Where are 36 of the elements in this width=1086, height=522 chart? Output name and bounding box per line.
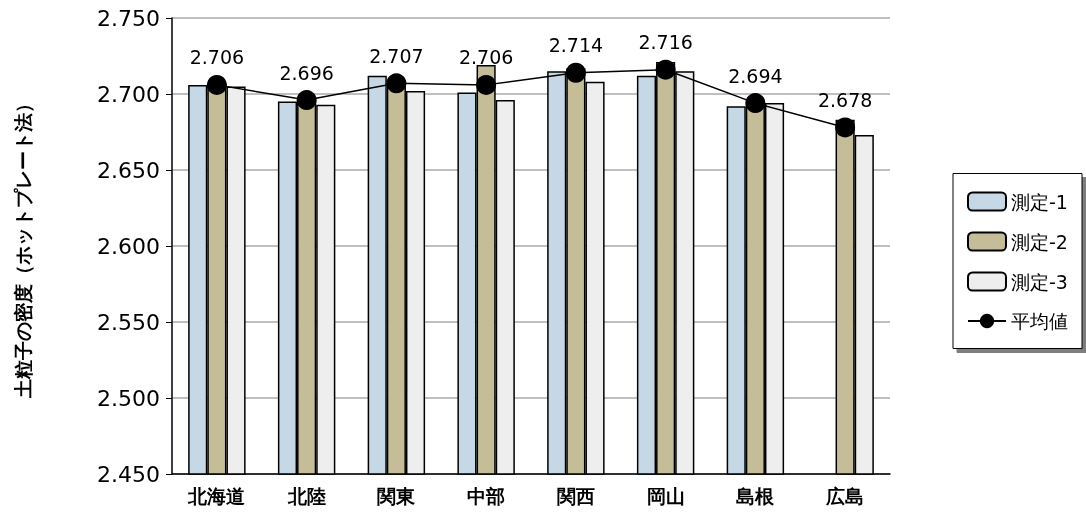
data-label: 2.707 bbox=[369, 44, 424, 67]
x-tick-label: 岡山 bbox=[646, 484, 685, 507]
y-tick-label: 2.600 bbox=[97, 233, 160, 259]
x-tick-label: 中部 bbox=[467, 484, 506, 507]
data-label: 2.714 bbox=[548, 34, 604, 57]
data-label: 2.696 bbox=[279, 61, 334, 84]
legend-label: 測定-3 bbox=[1011, 270, 1068, 293]
x-tick-label: 関西 bbox=[556, 484, 595, 507]
data-label: 2.706 bbox=[458, 46, 514, 69]
point bbox=[476, 74, 497, 95]
point bbox=[386, 73, 407, 94]
point bbox=[206, 74, 227, 95]
x-tick-label: 北海道 bbox=[187, 484, 246, 507]
y-tick-label: 2.550 bbox=[97, 309, 160, 335]
point bbox=[565, 62, 586, 83]
x-tick-label: 島根 bbox=[736, 484, 776, 507]
point bbox=[655, 59, 676, 80]
data-label: 2.706 bbox=[189, 46, 245, 69]
data-label: 2.678 bbox=[817, 88, 873, 111]
legend-label: 測定-2 bbox=[1011, 230, 1068, 253]
y-axis-title: 土粒子の密度（ホットプレート法） bbox=[11, 94, 34, 399]
point bbox=[296, 90, 317, 111]
data-label: 2.694 bbox=[728, 64, 783, 87]
x-tick-label: 北陸 bbox=[286, 484, 326, 507]
y-tick-label: 2.500 bbox=[97, 385, 160, 411]
x-tick-label: 広島 bbox=[825, 484, 865, 507]
y-tick-label: 2.700 bbox=[97, 81, 160, 107]
y-tick-label: 2.650 bbox=[97, 157, 160, 183]
y-tick-label: 2.450 bbox=[97, 461, 160, 487]
legend-label: 測定-1 bbox=[1011, 190, 1068, 213]
point bbox=[835, 117, 856, 138]
y-tick-label: 2.750 bbox=[97, 5, 160, 31]
data-label: 2.716 bbox=[638, 31, 693, 54]
point bbox=[745, 93, 766, 114]
x-tick-label: 関東 bbox=[377, 484, 417, 507]
legend-label: 平均値 bbox=[1011, 310, 1068, 332]
